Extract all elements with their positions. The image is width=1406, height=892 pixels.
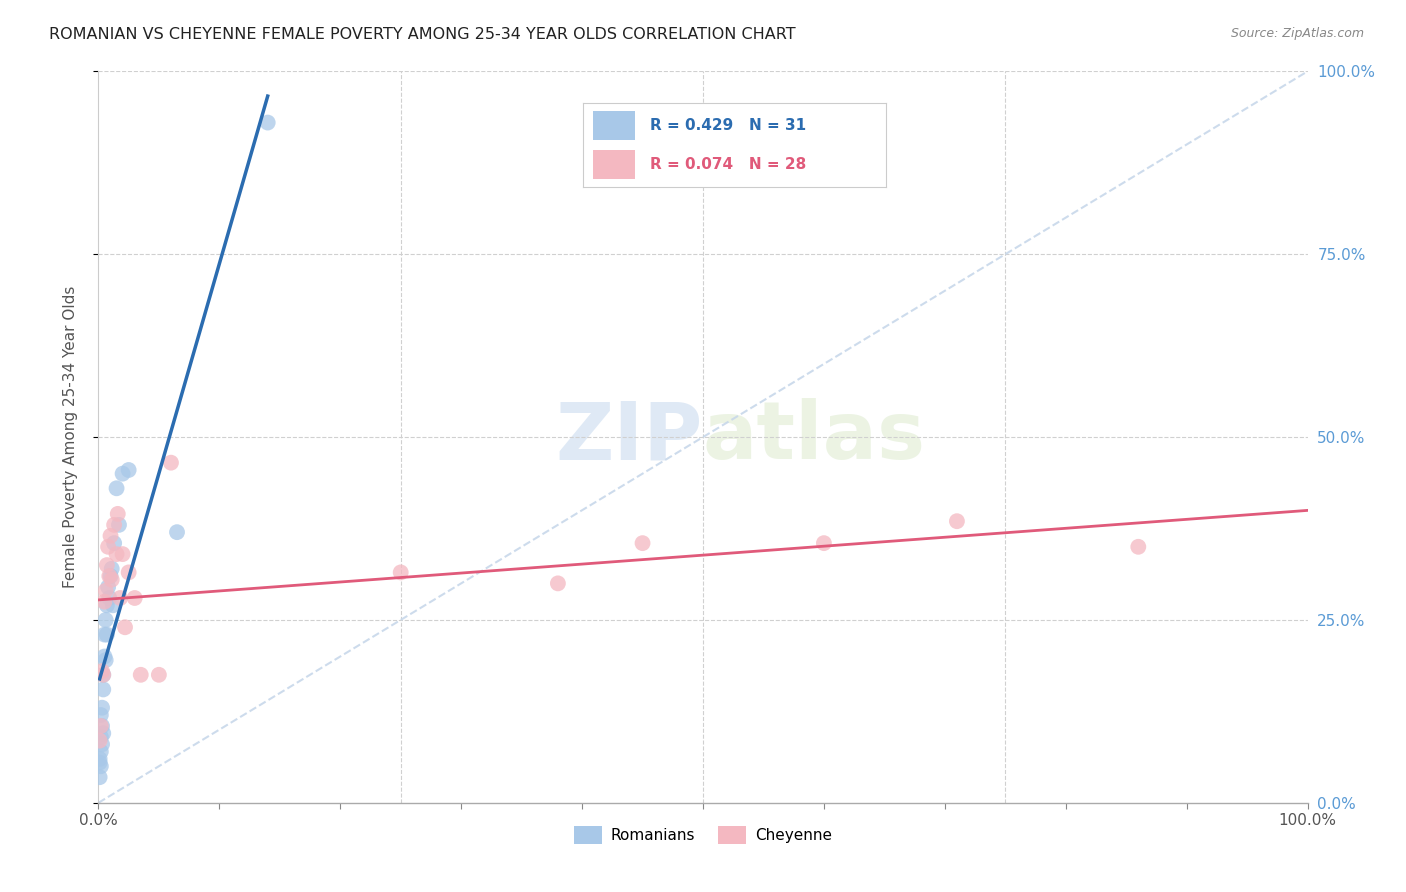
Point — [166, 525, 188, 540]
Point — [105, 481, 128, 495]
Point — [90, 730, 112, 744]
Point — [105, 547, 128, 561]
Point — [100, 562, 122, 576]
Point — [90, 745, 112, 759]
Point — [98, 591, 121, 605]
Point — [631, 536, 654, 550]
Point — [114, 620, 136, 634]
Point — [91, 737, 114, 751]
Point — [160, 456, 183, 470]
Point — [100, 573, 122, 587]
Point — [111, 467, 134, 481]
Text: atlas: atlas — [703, 398, 927, 476]
Point — [94, 583, 117, 598]
Point — [813, 536, 835, 550]
Point — [89, 733, 111, 747]
Point — [1128, 540, 1150, 554]
Point — [91, 667, 114, 681]
Point — [97, 580, 120, 594]
Point — [103, 536, 125, 550]
Point — [111, 547, 134, 561]
Y-axis label: Female Poverty Among 25-34 Year Olds: Female Poverty Among 25-34 Year Olds — [63, 286, 77, 588]
Point — [118, 463, 141, 477]
Point — [89, 756, 111, 770]
Point — [118, 566, 141, 580]
Point — [946, 514, 969, 528]
Text: R = 0.429   N = 31: R = 0.429 N = 31 — [650, 118, 806, 133]
Point — [91, 667, 114, 681]
Point — [107, 507, 129, 521]
Point — [108, 591, 131, 605]
Point — [108, 517, 131, 532]
Point — [256, 115, 278, 129]
Point — [94, 653, 117, 667]
Point — [90, 759, 112, 773]
Point — [91, 700, 114, 714]
Point — [93, 627, 115, 641]
Point — [94, 613, 117, 627]
Point — [101, 599, 124, 613]
Point — [91, 719, 114, 733]
Text: ROMANIAN VS CHEYENNE FEMALE POVERTY AMONG 25-34 YEAR OLDS CORRELATION CHART: ROMANIAN VS CHEYENNE FEMALE POVERTY AMON… — [49, 27, 796, 42]
Point — [124, 591, 146, 605]
FancyBboxPatch shape — [592, 111, 636, 140]
Point — [97, 540, 120, 554]
Text: Source: ZipAtlas.com: Source: ZipAtlas.com — [1230, 27, 1364, 40]
Point — [91, 726, 114, 740]
Point — [148, 667, 170, 681]
Point — [96, 599, 118, 613]
Point — [90, 708, 112, 723]
Point — [129, 667, 152, 681]
Point — [103, 517, 125, 532]
Point — [93, 594, 115, 608]
Point — [100, 569, 122, 583]
Point — [96, 627, 118, 641]
Text: R = 0.074   N = 28: R = 0.074 N = 28 — [650, 157, 806, 172]
Point — [91, 664, 114, 678]
Point — [89, 752, 111, 766]
Legend: Romanians, Cheyenne: Romanians, Cheyenne — [568, 820, 838, 850]
Point — [98, 569, 121, 583]
Point — [547, 576, 569, 591]
Point — [91, 682, 114, 697]
Point — [96, 558, 118, 573]
Point — [389, 566, 412, 580]
FancyBboxPatch shape — [592, 150, 636, 178]
Point — [90, 719, 112, 733]
Point — [89, 770, 111, 784]
Point — [100, 529, 122, 543]
Point — [93, 649, 115, 664]
Text: ZIP: ZIP — [555, 398, 703, 476]
